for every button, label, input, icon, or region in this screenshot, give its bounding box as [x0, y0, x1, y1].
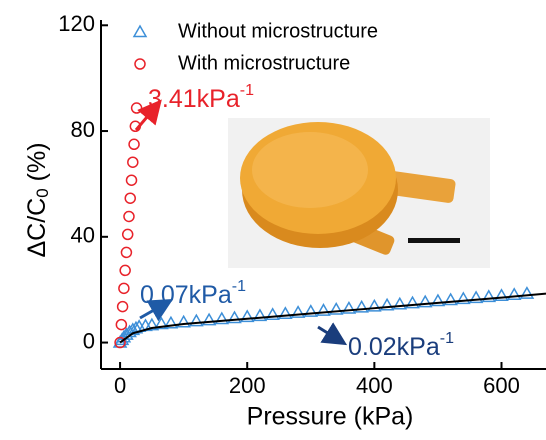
legend-label: With microstructure	[178, 52, 350, 74]
x-tick-label: 600	[483, 373, 520, 398]
y-axis-title-main: ΔC/C	[23, 198, 51, 258]
y-axis-title-sub: 0	[33, 188, 52, 197]
data-point	[118, 302, 128, 312]
x-tick-label: 200	[229, 373, 266, 398]
legend-marker	[134, 26, 146, 37]
y-tick-label: 80	[71, 117, 95, 142]
annotation: 3.41kPa-1	[148, 82, 254, 112]
data-point	[119, 283, 129, 293]
annotation: 0.02kPa-1	[348, 330, 454, 360]
y-tick-label: 40	[71, 223, 95, 248]
data-point	[124, 211, 134, 221]
arrow	[318, 327, 342, 342]
y-axis-title: ΔC/C0 (%)	[23, 142, 53, 257]
data-point	[123, 229, 133, 239]
annotation-text: 0.07kPa	[140, 281, 232, 309]
annotation-superscript: -1	[240, 82, 254, 99]
data-point	[132, 103, 142, 113]
annotation-text: 0.02kPa	[348, 333, 440, 361]
annotation: 0.07kPa-1	[140, 278, 246, 308]
y-axis-title-suffix: (%)	[23, 142, 51, 188]
annotation-superscript: -1	[232, 278, 246, 295]
data-point	[127, 175, 137, 185]
x-tick-label: 0	[114, 373, 126, 398]
y-tick-label: 0	[83, 328, 95, 353]
data-point	[120, 265, 130, 275]
x-tick-label: 400	[356, 373, 393, 398]
annotation-superscript: -1	[440, 330, 454, 347]
x-axis-title: Pressure (kPa)	[247, 403, 414, 431]
data-point	[128, 157, 138, 167]
data-point	[125, 193, 135, 203]
annotation-text: 3.41kPa	[148, 85, 240, 113]
data-point	[116, 320, 126, 330]
data-point	[121, 247, 131, 257]
data-point	[129, 139, 139, 149]
legend-marker	[135, 59, 145, 69]
y-tick-label: 120	[58, 11, 95, 36]
inset-photo	[228, 118, 490, 268]
chart: Pressure (kPa) ΔC/C0 (%) 040801200200400…	[0, 0, 546, 440]
legend-label: Without microstructure	[178, 20, 378, 42]
